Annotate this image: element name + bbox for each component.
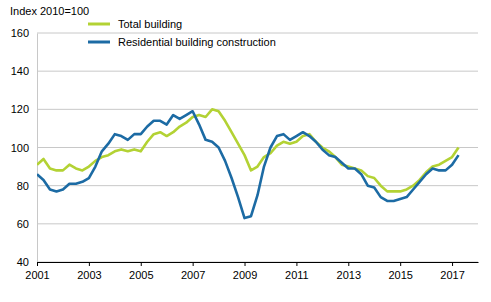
x-tick-label: 2003	[77, 269, 101, 281]
y-axis: 40 60 80 100 120 140 160	[11, 27, 38, 268]
y-tick: 40	[17, 256, 37, 268]
y-tick-label: 60	[17, 218, 29, 230]
x-tick: 2015	[388, 262, 412, 281]
title: Index 2010=100	[10, 5, 89, 17]
series-line	[37, 111, 459, 218]
lines	[37, 109, 459, 218]
chart: 4060801001201401602001200320052007200920…	[0, 0, 491, 302]
x-axis: 2001 2003 2005 2007 2009 2011 2013 2015 2017	[25, 262, 478, 281]
grid-line	[37, 262, 478, 263]
x-tick-label: 2005	[129, 269, 153, 281]
grid-line	[37, 71, 478, 72]
x-tick-label: 2007	[181, 269, 205, 281]
grid	[37, 33, 478, 262]
y-tick: 140	[11, 65, 37, 77]
x-tick: 2017	[440, 262, 464, 281]
x-tick: 2011	[285, 262, 309, 281]
y-tick-label: 80	[17, 180, 29, 192]
x-tick: 2001	[25, 262, 49, 281]
x-tick-mark	[348, 262, 349, 266]
y-tick: 80	[17, 180, 37, 192]
grid-line	[37, 223, 478, 224]
legend-item: Residential building construction	[88, 36, 276, 48]
legend-swatch	[88, 23, 110, 26]
x-tick: 2013	[337, 262, 361, 281]
x-tick-mark	[141, 262, 142, 266]
legend-label: Residential building construction	[118, 36, 276, 48]
x-tick-mark	[193, 262, 194, 266]
y-tick-label: 40	[17, 256, 29, 268]
y-tick: 160	[11, 27, 37, 39]
plot: 4060801001201401602001200320052007200920…	[11, 27, 479, 281]
y-tick-label: 140	[11, 65, 29, 77]
x-tick-label: 2001	[25, 269, 49, 281]
series-line	[37, 109, 459, 191]
x-tick: 2009	[233, 262, 257, 281]
x-tick-label: 2017	[440, 269, 464, 281]
x-tick-mark	[245, 262, 246, 266]
y-axis-line	[37, 34, 38, 263]
x-tick: 2003	[77, 262, 101, 281]
x-tick-mark	[452, 262, 453, 266]
x-tick-mark	[89, 262, 90, 266]
y-tick: 60	[17, 218, 37, 230]
x-tick-label: 2015	[388, 269, 412, 281]
legend-item: Total building	[88, 18, 182, 30]
x-tick-mark	[400, 262, 401, 266]
legend-label: Total building	[118, 18, 182, 30]
legend: Total building Residential building const…	[88, 18, 276, 48]
legend-swatch	[88, 41, 110, 44]
y-tick-label: 120	[11, 103, 29, 115]
y-tick-label: 160	[11, 27, 29, 39]
x-tick-mark	[37, 262, 38, 266]
x-tick: 2005	[129, 262, 153, 281]
y-tick-label: 100	[11, 142, 29, 154]
x-tick-label: 2011	[285, 269, 309, 281]
x-tick-label: 2013	[337, 269, 361, 281]
x-tick-label: 2009	[233, 269, 257, 281]
grid-line	[37, 109, 478, 110]
x-axis-line	[38, 262, 479, 263]
x-tick: 2007	[181, 262, 205, 281]
grid-line	[37, 33, 478, 34]
y-tick: 120	[11, 103, 37, 115]
y-tick: 100	[11, 142, 37, 154]
x-tick-mark	[296, 262, 297, 266]
